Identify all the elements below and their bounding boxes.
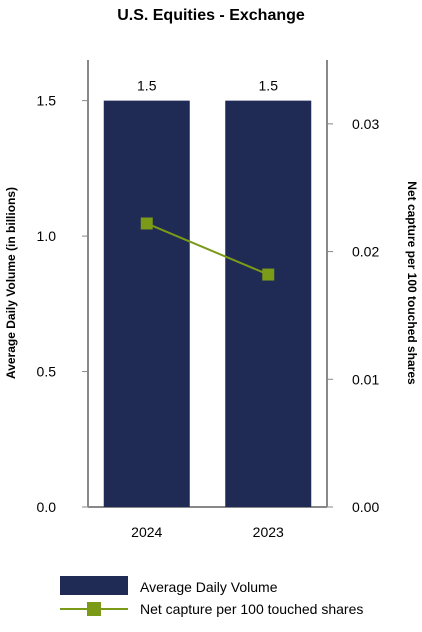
legend-marker-net-capture (87, 602, 101, 616)
legend-label-average-daily-volume: Average Daily Volume (140, 579, 278, 595)
right-tick-label: 0.01 (352, 371, 379, 387)
left-tick-label: 1.5 (37, 93, 57, 109)
x-tick-label: 2023 (253, 524, 284, 540)
left-tick-label: 0.5 (37, 364, 57, 380)
left-axis-title: Average Daily Volume (in billions) (4, 187, 18, 379)
line-net-capture (146, 222, 269, 276)
right-tick-label: 0.02 (352, 244, 379, 260)
legend: Average Daily Volume Net capture per 100… (60, 576, 363, 617)
chart-title: U.S. Equities - Exchange (117, 7, 305, 24)
right-axis-title: Net capture per 100 touched shares (405, 181, 419, 385)
left-tick-label: 1.0 (37, 228, 57, 244)
bar-data-label: 1.5 (137, 78, 157, 94)
right-tick-label: 0.00 (352, 499, 379, 515)
x-tick-label: 2024 (131, 524, 162, 540)
bar-data-label: 1.5 (259, 78, 279, 94)
line-point-net-capture (140, 217, 153, 230)
chart-marks: 1.5 1.0 0.5 0.0 0.03 0.02 0.01 0.00 1.5 1.5 2024 20… (37, 78, 380, 540)
legend-label-net-capture: Net capture per 100 touched shares (140, 601, 363, 617)
legend-swatch-average-daily-volume (60, 576, 128, 595)
bar-average-daily-volume (103, 100, 190, 508)
right-tick-label: 0.03 (352, 116, 379, 132)
bar-average-daily-volume (225, 100, 312, 508)
line-point-net-capture (262, 268, 275, 281)
left-tick-label: 0.0 (37, 499, 57, 515)
